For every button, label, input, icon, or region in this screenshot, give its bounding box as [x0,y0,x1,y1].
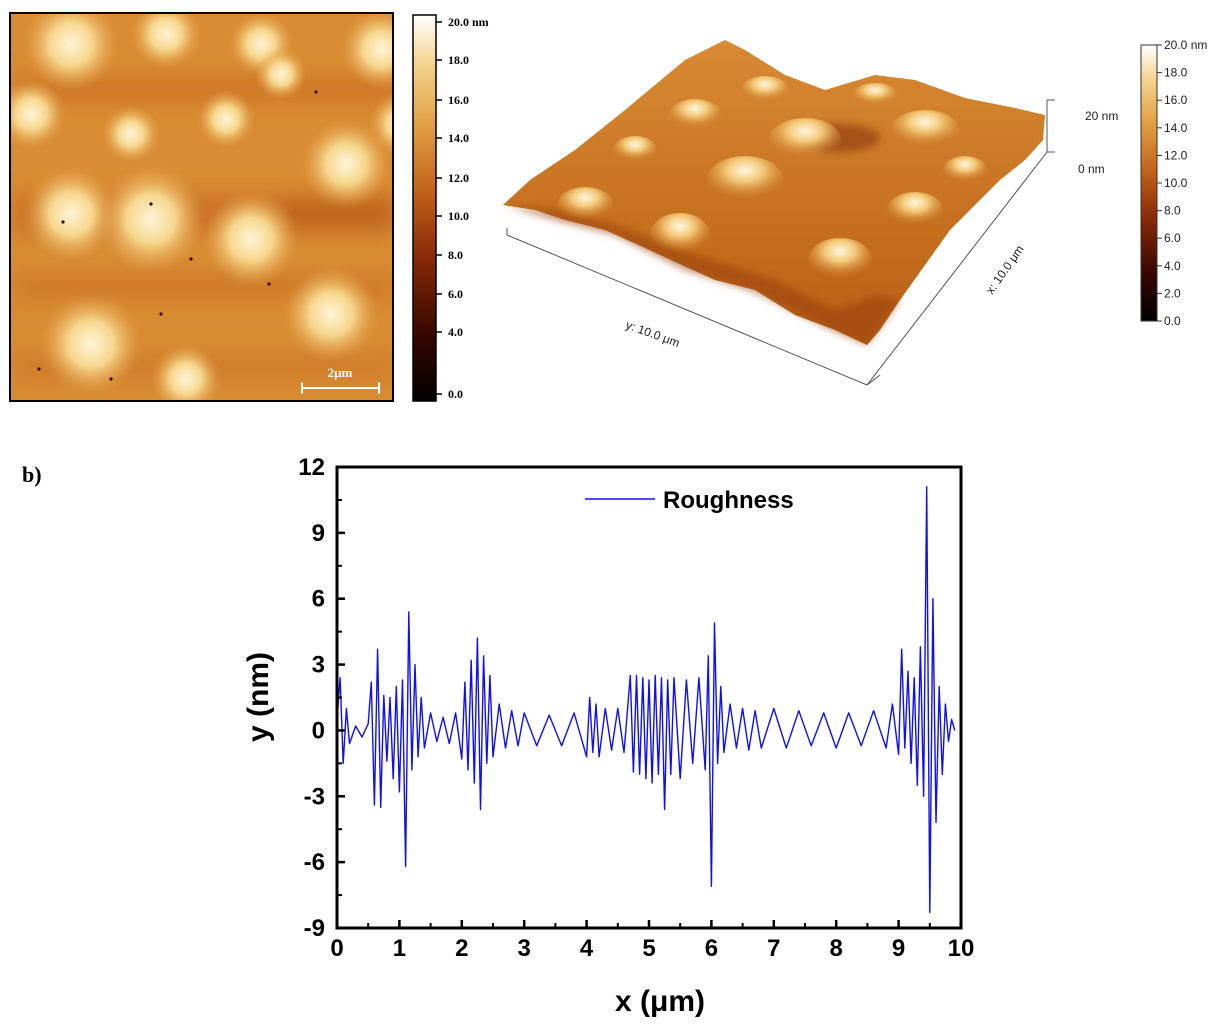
x-tick-label: 10 [948,935,975,962]
z-top-label: 20 nm [1085,109,1118,123]
y-tick-label: 12 [298,454,325,481]
afm-topography-2d-image: 2μm [9,12,394,402]
surface-bump [769,118,841,162]
x-tick-label: 5 [642,935,655,962]
legend-label: Roughness [663,487,794,514]
colorbar-3d-tick-label: 14.0 [1164,121,1188,135]
x-tick-label: 9 [892,935,905,962]
x-tick-label: 0 [330,935,343,962]
colorbar-tick-label: 14.0 [448,131,469,145]
y-axis-title: y (nm) [242,652,275,742]
y-tick-label: 0 [312,717,325,744]
surface-bump [707,156,783,204]
surface-bump [650,213,710,257]
panel-b-label: b) [22,462,42,488]
afm-bright-spot [40,293,142,395]
surface-bump [943,156,987,184]
surface-bump [613,136,657,164]
x-tick-label: 7 [767,935,780,962]
y-tick-label: -9 [304,915,325,942]
y-axis-3d-label: y: 10.0 μm [624,318,682,350]
roughness-chart: 0 1 2 3 4 5 6 7 8 9 10 12 9 6 3 0 -3 -6 -9 Roughness x (μ… [230,445,990,1021]
afm-pit [159,312,162,315]
afm-pit [61,220,64,223]
surface-bump [741,76,789,104]
x-tick-label: 1 [393,935,406,962]
surface-bump [891,110,959,150]
afm-pit [267,282,270,285]
y-tick-label: -6 [304,849,325,876]
afm-bright-spot [283,266,379,362]
y-tick-label: 3 [312,652,325,679]
surface-bump [808,238,872,282]
afm-pit [189,257,192,260]
colorbar-3d-tick-label: 20.0 nm [1164,38,1207,52]
x-axis-title: x (μm) [615,985,705,1018]
y-tick-label: -3 [304,783,325,810]
colorbar-tick-label: 0.0 [448,387,463,401]
colorbar-3d-tick-label: 8.0 [1164,204,1181,218]
surface-bump [557,187,613,223]
afm-pit [314,90,317,93]
colorbar-tick-label: 6.0 [448,287,463,301]
afm-bright-spot [203,191,299,287]
colorbar-3d-tick-label: 18.0 [1164,66,1188,80]
colorbar-tick-label: 8.0 [448,248,463,262]
afm-pit [149,202,152,205]
y-tick-label: 9 [312,520,325,547]
surface-bump [669,99,721,131]
colorbar-3d-tick-label: 12.0 [1164,148,1188,162]
x-tick-label: 8 [830,935,843,962]
colorbar-3d-tick-label: 2.0 [1164,286,1181,300]
colorbar-tick-label: 12.0 [448,171,469,185]
scale-bar-label: 2μm [328,365,353,380]
x-tick-label: 2 [455,935,468,962]
surface-bump [887,192,943,228]
x-tick-label: 4 [580,935,594,962]
afm-bright-spot [197,90,255,148]
afm-pit [109,377,112,380]
x-tick-label: 3 [518,935,531,962]
x-axis-3d-label: x: 10.0 μm [983,243,1027,297]
colorbar-3d-tick-label: 0.0 [1164,314,1181,328]
colorbar-3d-tick-label: 6.0 [1164,231,1181,245]
y-tick-label: 6 [312,586,325,613]
colorbar-3d: 20.0 nm 18.0 16.0 14.0 12.0 10.0 8.0 6.0 4.0 2.0 0… [1135,38,1211,338]
colorbar-tick-label: 20.0 nm [448,15,489,29]
colorbar-3d-tick-label: 10.0 [1164,176,1188,190]
surface-bump [853,83,897,107]
colorbar-tick-label: 18.0 [448,53,469,67]
afm-topography-3d-view: y: 10.0 μm x: 10.0 μm 20 nm 0 nm [495,30,1135,410]
colorbar-tick-label: 4.0 [448,325,463,339]
z-bottom-label: 0 nm [1078,162,1105,176]
colorbar-tick-label: 16.0 [448,93,469,107]
afm-pit [37,367,40,370]
colorbar-tick-label: 10.0 [448,209,469,223]
afm-bright-spot [97,165,206,274]
afm-bright-spot [255,48,306,99]
x-tick-label: 6 [705,935,718,962]
colorbar-3d-tick-label: 16.0 [1164,93,1188,107]
colorbar-3d-tick-label: 4.0 [1164,259,1181,273]
afm-bright-spot [102,105,160,163]
